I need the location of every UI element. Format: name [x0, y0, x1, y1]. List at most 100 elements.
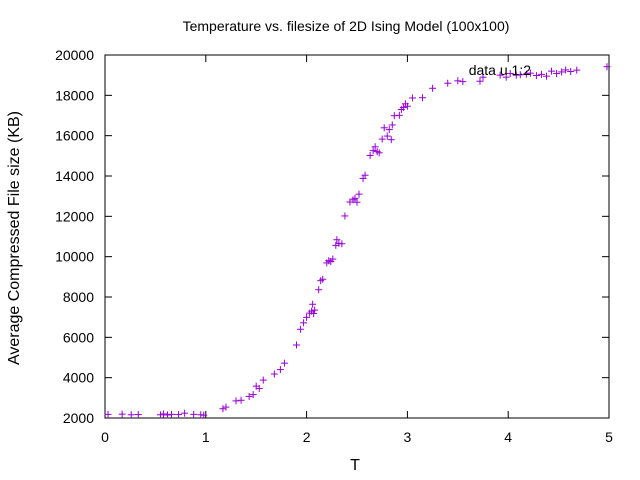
y-tick-label: 6000	[63, 329, 94, 345]
y-tick-label: 16000	[55, 128, 94, 144]
data-point	[300, 319, 308, 327]
y-axis-label: Average Compressed File size (KB)	[6, 111, 23, 365]
data-point	[403, 102, 411, 110]
data-point	[371, 143, 379, 151]
y-axis: 2000 4000 6000 8000 10000 12000 14000 16000 1800…	[55, 47, 609, 426]
data-point	[156, 411, 164, 419]
x-tick-label: 1	[202, 429, 210, 445]
data-point	[573, 66, 581, 74]
data-point	[548, 67, 556, 75]
x-tick-label: 3	[404, 429, 412, 445]
data-point	[237, 396, 245, 404]
x-axis: 0 1 2 3 4 5	[101, 55, 613, 445]
data-point	[118, 410, 126, 418]
data-point	[168, 410, 176, 418]
data-point	[270, 370, 278, 378]
x-axis-label: T	[350, 457, 360, 474]
data-point	[159, 410, 167, 418]
data-point	[603, 63, 611, 71]
data-point	[104, 410, 112, 418]
data-point	[190, 410, 198, 418]
data-point	[333, 236, 341, 244]
y-tick-label: 4000	[63, 370, 94, 386]
data-point	[408, 94, 416, 102]
scatter-series	[104, 63, 611, 419]
data-point	[506, 70, 514, 78]
data-point	[259, 376, 267, 384]
y-tick-label: 12000	[55, 208, 94, 224]
data-point	[444, 79, 452, 87]
data-point	[558, 68, 566, 76]
y-tick-label: 14000	[55, 168, 94, 184]
data-point	[537, 70, 545, 78]
data-point	[319, 275, 327, 283]
data-point	[378, 135, 386, 143]
data-point	[369, 147, 377, 155]
x-tick-label: 4	[504, 429, 512, 445]
x-tick-label: 2	[303, 429, 311, 445]
y-tick-label: 2000	[63, 410, 94, 426]
data-point	[532, 72, 540, 80]
x-tick-label: 0	[101, 429, 109, 445]
y-tick-label: 18000	[55, 87, 94, 103]
data-point	[310, 310, 318, 318]
y-tick-label: 10000	[55, 249, 94, 265]
data-point	[181, 409, 189, 417]
plot-frame	[104, 54, 610, 419]
data-point	[315, 286, 323, 294]
data-point	[553, 70, 561, 78]
data-point	[567, 68, 575, 76]
data-point	[338, 240, 346, 248]
data-point	[429, 84, 437, 92]
data-point	[543, 72, 551, 80]
data-point	[375, 149, 383, 157]
y-tick-label: 8000	[63, 289, 94, 305]
data-point	[219, 405, 227, 413]
data-point	[366, 151, 374, 159]
y-tick-label: 20000	[55, 47, 94, 63]
data-point	[341, 212, 349, 220]
data-point	[134, 411, 142, 419]
data-point	[454, 77, 462, 85]
data-point	[476, 77, 484, 85]
data-point	[293, 341, 301, 349]
data-point	[311, 306, 319, 314]
data-point	[163, 411, 171, 419]
data-point	[479, 73, 487, 81]
data-point	[388, 121, 396, 129]
data-point	[255, 385, 263, 393]
data-point	[380, 124, 388, 132]
data-point	[329, 255, 337, 263]
legend-label: data u 1:2	[469, 62, 531, 78]
data-point	[249, 391, 257, 399]
data-point	[385, 126, 393, 134]
data-point	[200, 411, 208, 419]
data-point	[383, 132, 391, 140]
data-point	[522, 70, 530, 78]
legend: data u 1:2	[469, 62, 531, 78]
data-point	[351, 194, 359, 202]
chart-title: Temperature vs. filesize of 2D Ising Mod…	[183, 18, 510, 34]
data-point	[399, 103, 407, 111]
data-point	[502, 73, 510, 81]
data-point	[232, 397, 240, 405]
data-point	[526, 69, 534, 77]
data-point	[309, 300, 317, 308]
data-point	[395, 111, 403, 119]
x-tick-label: 5	[605, 429, 613, 445]
data-point	[516, 71, 524, 79]
data-point	[387, 136, 395, 144]
data-point	[419, 94, 427, 102]
data-point	[496, 71, 504, 79]
data-point	[280, 359, 288, 367]
data-point	[303, 313, 311, 321]
data-point	[562, 66, 570, 74]
data-point	[175, 411, 183, 419]
data-point	[297, 325, 305, 333]
data-point	[222, 403, 230, 411]
data-point	[459, 78, 467, 86]
data-point	[276, 366, 284, 374]
data-point	[127, 411, 135, 419]
data-point	[361, 171, 369, 179]
